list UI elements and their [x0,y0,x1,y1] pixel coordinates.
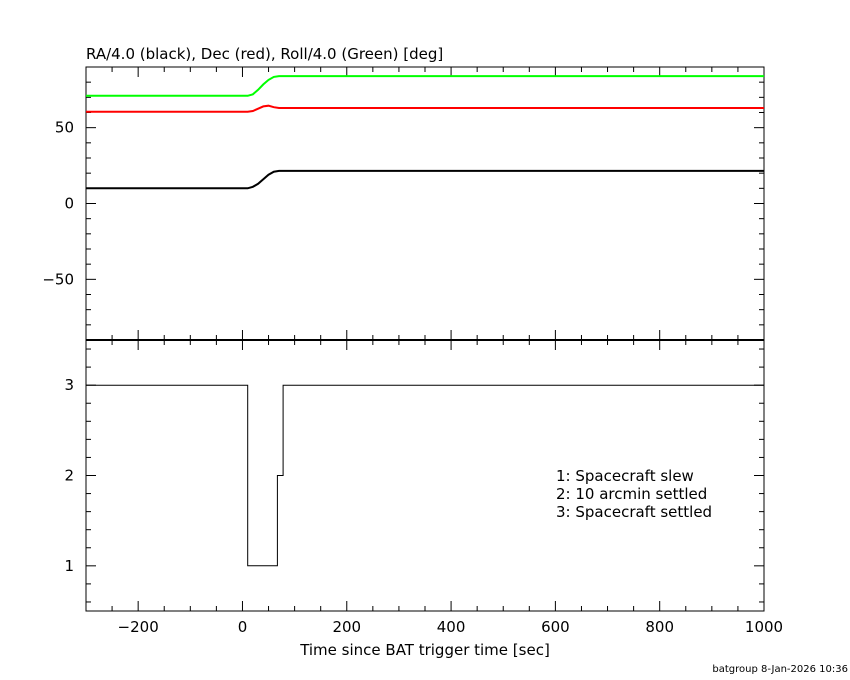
series-line-1 [86,104,764,113]
y-tick-label: 0 [64,195,74,213]
x-tick-label: 0 [238,618,248,636]
y-tick-label: 2 [64,467,74,485]
x-tick-label: 1000 [745,618,783,636]
footer-credit: batgroup 8-Jan-2026 10:36 [712,664,848,675]
top-panel-ytick-labels: −50 0 50 [42,119,74,289]
x-tick-label: 800 [645,618,674,636]
legend-entry-settled-10arcmin: 2: 10 arcmin settled [556,485,707,503]
x-tick-label: −200 [118,618,159,636]
x-axis-label: Time since BAT trigger time [sec] [299,641,550,659]
y-tick-label: 50 [55,119,74,137]
top-panel: RA/4.0 (black), Dec (red), Roll/4.0 (Gre… [42,45,765,341]
y-tick-label: 1 [64,557,74,575]
x-tick-label: 200 [332,618,361,636]
bottom-panel-ytick-labels: 1 2 3 [64,376,74,575]
series-line-0 [86,169,764,190]
bottom-panel-legend: 1: Spacecraft slew 2: 10 arcmin settled … [556,467,712,521]
series-line-2 [86,75,764,97]
legend-entry-settled: 3: Spacecraft settled [556,503,712,521]
x-tick-label: 600 [541,618,570,636]
y-tick-label: −50 [42,270,74,288]
top-panel-series [86,75,764,190]
bottom-panel-xtick-labels: −200 0 200 400 600 800 1000 [118,618,784,636]
x-tick-label: 400 [437,618,466,636]
top-panel-ticks [85,66,765,341]
bottom-panel: 1 2 3 −200 0 200 400 600 800 1000 1: Spacecraft … [64,339,784,659]
legend-entry-slew: 1: Spacecraft slew [556,467,694,485]
top-panel-title: RA/4.0 (black), Dec (red), Roll/4.0 (Gre… [86,45,443,63]
bottom-panel-series [86,384,764,567]
y-tick-label: 3 [64,376,74,394]
status-step-line [86,384,764,567]
